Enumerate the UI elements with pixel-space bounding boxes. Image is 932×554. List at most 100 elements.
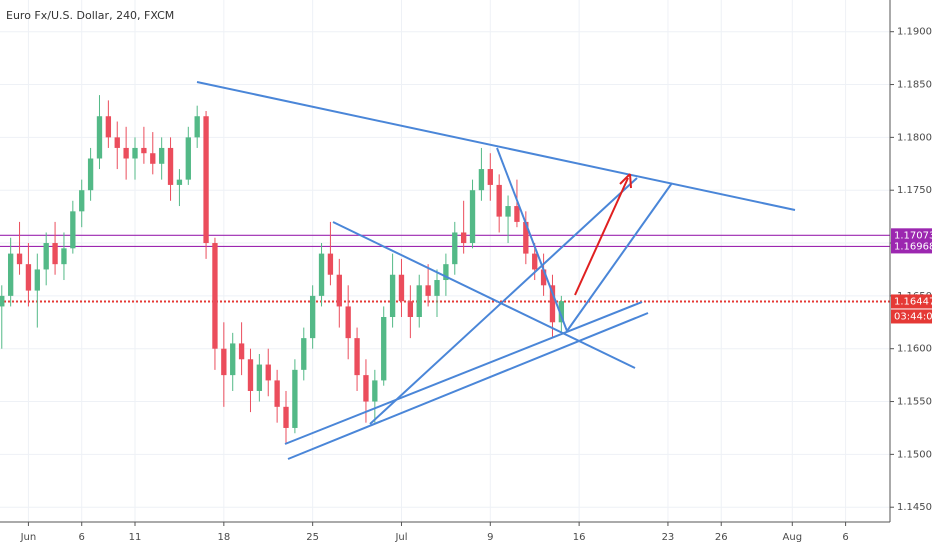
candle-body	[469, 190, 476, 244]
arrow-head	[619, 173, 632, 189]
candle-body	[105, 116, 112, 138]
candle-body	[7, 253, 14, 296]
y-tick-label: 1.18000	[897, 132, 932, 143]
candle-body	[372, 380, 378, 402]
candle-body	[292, 369, 298, 428]
candle-body	[25, 264, 32, 291]
candle-body	[52, 243, 58, 265]
price-label-box	[891, 228, 932, 243]
candle-body	[532, 253, 538, 270]
x-tick-label: 25	[306, 532, 319, 543]
countdown: 03:44:02	[894, 311, 932, 322]
candle-body	[185, 137, 191, 180]
candle-body	[318, 253, 325, 296]
candle-body	[425, 285, 431, 296]
y-tick-label: 1.17500	[897, 185, 932, 196]
candle-body	[123, 147, 129, 159]
candle-body	[549, 285, 556, 323]
candle-body	[301, 338, 307, 370]
candle-body	[0, 295, 5, 307]
price-label: 1.17073	[894, 230, 932, 241]
x-tick-label: Jun	[20, 532, 37, 543]
candle-body	[70, 211, 76, 249]
x-tick-label: Jul	[394, 532, 407, 543]
candle-body	[221, 348, 227, 376]
candle-body	[158, 147, 165, 164]
candle-body	[460, 232, 467, 244]
trendline	[566, 182, 673, 332]
candle-body	[34, 269, 40, 291]
candle-body	[452, 232, 458, 265]
candle-body	[389, 274, 396, 318]
candle-body	[309, 295, 316, 339]
candle-body	[336, 274, 342, 307]
candle-body	[61, 248, 67, 265]
x-tick-label: 9	[487, 532, 493, 543]
candle-body	[238, 343, 245, 360]
arrow	[574, 173, 632, 296]
candle-body	[43, 243, 49, 270]
candle-body	[247, 359, 254, 391]
candle-body	[87, 158, 94, 191]
x-tick-label: 26	[715, 532, 728, 543]
y-tick-label: 1.15000	[897, 449, 932, 460]
candle-body	[194, 116, 200, 138]
candle-body	[487, 169, 493, 185]
trendline	[496, 147, 568, 332]
candle-body	[505, 206, 511, 217]
candle-body	[96, 116, 103, 159]
levels	[0, 234, 890, 303]
candle-body	[114, 137, 120, 148]
candle-body	[167, 147, 174, 185]
candle-body	[283, 406, 289, 428]
candle-body	[496, 184, 502, 217]
candle-body	[434, 280, 440, 296]
candle-body	[478, 169, 485, 191]
trendlines	[196, 81, 796, 460]
x-tick-label: 16	[573, 532, 586, 543]
trendline	[196, 81, 796, 211]
candle-body	[150, 153, 156, 164]
candle-body	[407, 301, 414, 318]
candle-body	[416, 285, 422, 318]
candle-body	[274, 380, 280, 407]
chart-title: Euro Fx/U.S. Dollar, 240, FXCM	[6, 9, 174, 22]
x-tick-label: Aug	[783, 532, 803, 543]
price-label: 1.16968	[894, 241, 932, 252]
candle-body	[398, 274, 405, 302]
candle-body	[363, 375, 369, 402]
candle-body	[354, 338, 360, 376]
candle-body	[381, 317, 387, 381]
countdown-box	[891, 309, 932, 324]
candle-body	[203, 116, 209, 244]
candle-body	[523, 221, 529, 254]
price-label: 1.16447	[894, 296, 932, 307]
y-tick-label: 1.18500	[897, 80, 932, 91]
trendline	[287, 312, 649, 460]
arrow-shaft	[574, 177, 629, 296]
y-tick-label: 1.14500	[897, 502, 932, 513]
y-tick-label: 1.16000	[897, 344, 932, 355]
x-tick-label: 6	[842, 532, 848, 543]
trendline	[284, 301, 643, 445]
trendline	[332, 221, 636, 369]
trendline	[369, 177, 638, 425]
candle-body	[540, 269, 547, 286]
candle-body	[16, 253, 23, 265]
candle-body	[514, 206, 520, 222]
y-tick-label: 1.19000	[897, 27, 932, 38]
candle-body	[132, 147, 138, 159]
candle-body	[265, 364, 271, 381]
x-tick-label: 18	[217, 532, 230, 543]
price-label-box	[891, 239, 932, 254]
x-tick-label: 11	[129, 532, 142, 543]
price-label-box	[891, 294, 932, 309]
axes: 1.145001.150001.155001.160001.165001.170…	[20, 27, 932, 543]
candle-body	[212, 243, 218, 349]
y-tick-label: 1.15500	[897, 397, 932, 408]
candle-body	[558, 301, 565, 323]
x-tick-label: 23	[662, 532, 675, 543]
candle-body	[256, 364, 263, 391]
